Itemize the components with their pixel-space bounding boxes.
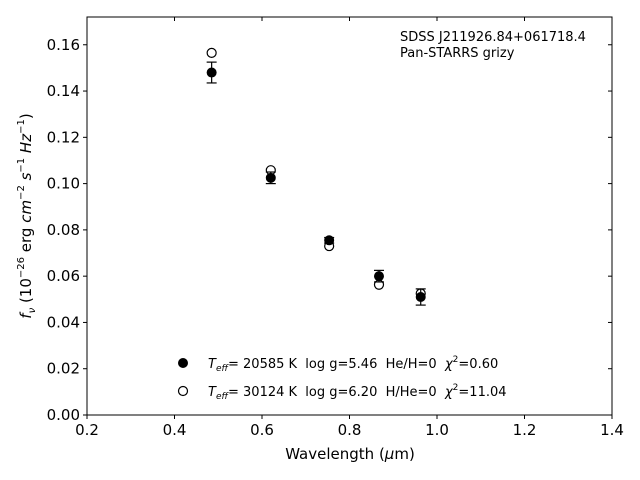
y-tick-label: 0.06 bbox=[47, 267, 80, 285]
model-point bbox=[324, 240, 335, 252]
observed-point bbox=[265, 172, 276, 183]
y-tick-label: 0.16 bbox=[47, 36, 80, 54]
x-tick-label: 0.4 bbox=[163, 421, 187, 439]
x-tick-label: 1.0 bbox=[425, 421, 449, 439]
observed-point bbox=[415, 291, 426, 302]
legend: Teff= 20585 K log g=5.46 He/H=0 χ2=0.60 … bbox=[177, 355, 507, 402]
legend-entry-observed: Teff= 20585 K log g=5.46 He/H=0 χ2=0.60 bbox=[208, 355, 498, 374]
y-tick-label: 0.08 bbox=[47, 221, 80, 239]
x-tick-label: 1.4 bbox=[600, 421, 624, 439]
model-point bbox=[206, 47, 217, 58]
x-tick-label: 0.8 bbox=[338, 421, 362, 439]
observed-point bbox=[206, 67, 217, 78]
legend-marker-filled bbox=[178, 358, 188, 368]
x-tick-label: 1.2 bbox=[513, 421, 537, 439]
x-axis-label: Wavelength (μm) bbox=[285, 445, 415, 463]
y-axis-ticks: 0.00 0.02 0.04 0.06 0.08 0.10 0.12 0.14 0.16 bbox=[47, 36, 612, 424]
legend-marker-open bbox=[177, 385, 189, 397]
y-tick-label: 0.14 bbox=[47, 82, 80, 100]
y-tick-label: 0.10 bbox=[47, 175, 80, 193]
x-tick-label: 0.2 bbox=[75, 421, 99, 439]
model-series bbox=[206, 47, 426, 299]
y-tick-label: 0.04 bbox=[47, 313, 80, 331]
observed-point bbox=[373, 271, 384, 282]
model-point bbox=[415, 288, 426, 299]
y-axis-label: fν (10−26 erg cm−2 s−1 Hz−1) bbox=[16, 113, 38, 318]
model-point bbox=[265, 165, 276, 176]
plot-frame bbox=[86, 16, 613, 416]
model-point bbox=[373, 279, 385, 290]
y-tick-label: 0.12 bbox=[47, 128, 80, 146]
annotation-survey-name: Pan-STARRS grizy bbox=[400, 46, 515, 61]
annotation-object-name: SDSS J211926.84+061718.4 bbox=[400, 30, 586, 45]
legend-entry-model: Teff= 30124 K log g=6.20 H/He=0 χ2=11.04 bbox=[208, 383, 507, 402]
x-axis-ticks: 0.2 0.4 0.6 0.8 1.0 1.2 1.4 bbox=[75, 17, 624, 439]
observed-series bbox=[206, 61, 426, 306]
y-tick-label: 0.02 bbox=[47, 360, 80, 378]
y-tick-label: 0.00 bbox=[47, 406, 80, 424]
x-tick-label: 0.6 bbox=[250, 421, 274, 439]
